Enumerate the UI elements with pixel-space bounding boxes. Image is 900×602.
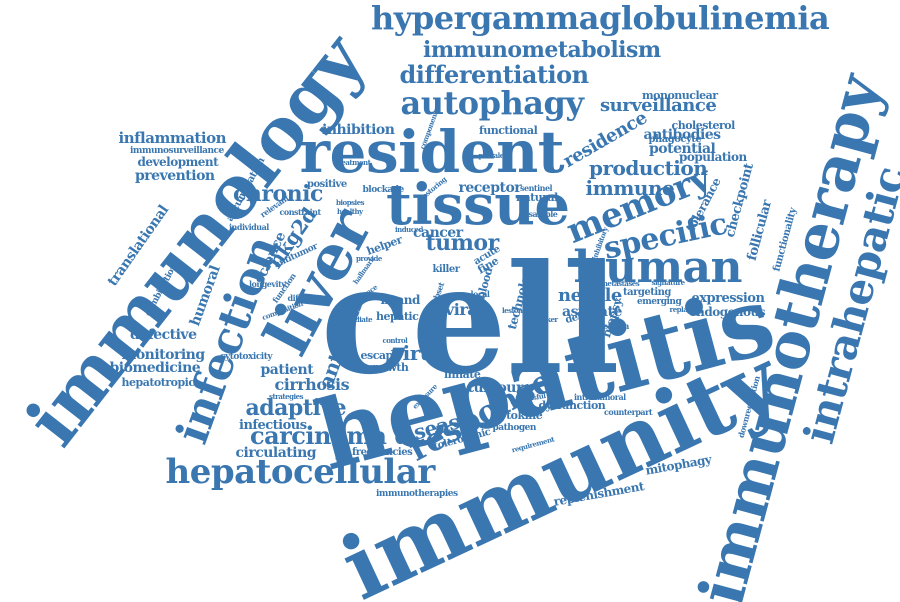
cloud-word-population: population — [679, 150, 747, 164]
cloud-word-hypergammaglobulinemia: hypergammaglobulinemia — [371, 0, 830, 37]
cloud-word-mononuclear: mononuclear — [642, 88, 718, 102]
cloud-word-killer: killer — [432, 264, 460, 275]
cloud-word-treatment: treatment — [335, 157, 371, 167]
cloud-word-viral: viral — [445, 300, 483, 319]
cloud-word-natural: natural — [516, 190, 558, 204]
cloud-word-patient: patient — [260, 362, 314, 378]
cloud-word-tumour: tumour — [467, 380, 524, 396]
cloud-word-control: control — [382, 335, 408, 345]
cloud-word-production: production — [589, 156, 708, 180]
cloud-word-checkpoint: checkpoint — [722, 161, 757, 239]
cloud-word-adaptive: adaptive — [245, 395, 347, 421]
cloud-word-provide: provide — [356, 253, 382, 263]
cloud-word-hepatocellular: hepatocellular — [165, 452, 436, 492]
cloud-word-local: local — [470, 289, 490, 299]
cloud-word-autophagy: autophagy — [400, 84, 584, 122]
cloud-word-development: development — [137, 155, 219, 169]
cloud-word-blockade: blockade — [362, 184, 405, 195]
cloud-word-endogenous: endogenous — [689, 305, 766, 319]
cloud-word-circulating: circulating — [235, 445, 317, 461]
cloud-word-aspirate: aspirate — [562, 304, 622, 320]
cloud-word-biopsies: biopsies — [336, 197, 365, 207]
cloud-word-immune: immune — [585, 176, 675, 200]
cloud-word-cytokine: cytokine — [494, 408, 543, 422]
cloud-word-infectious: infectious — [239, 417, 307, 433]
cloud-word-human: human — [573, 242, 743, 293]
cloud-word-immunosurveillance: immunosurveillance — [130, 145, 224, 156]
cloud-word-follicular: follicular — [744, 198, 776, 262]
cloud-word-carcinoma: carcinoma — [250, 421, 387, 450]
cloud-word-needle: needle — [558, 285, 622, 306]
cloud-word-virus: virus — [391, 341, 446, 365]
cloud-word-sample: sample — [528, 209, 558, 219]
cloud-word-prevention: prevention — [135, 168, 215, 184]
cloud-word-escape: escape — [360, 348, 400, 362]
cloud-word-retention: retention — [591, 321, 630, 331]
cloud-word-immunotherapies: immunotherapies — [376, 488, 458, 499]
cloud-word-inflammation: inflammation — [118, 128, 227, 147]
cloud-word-longevity: longevity — [249, 279, 286, 289]
cloud-word-differentiation: differentiation — [399, 60, 590, 89]
cloud-word-cytotoxicity: cytotoxicity — [220, 351, 273, 362]
cloud-word-potential: potential — [649, 141, 716, 157]
cloud-word-expression: expression — [691, 290, 765, 306]
cloud-word-resident: resident — [299, 118, 565, 186]
cloud-word-tumor: tumor — [425, 230, 500, 256]
cloud-word-antibodies: antibodies — [643, 127, 722, 143]
cloud-word-receptor: receptor — [458, 180, 522, 196]
cloud-word-defective: defective — [130, 327, 197, 343]
cloud-word-strategies: strategies — [269, 391, 304, 401]
cloud-word-individual: individual — [229, 222, 269, 232]
cloud-word-hepatic: hepatic — [376, 309, 419, 323]
cloud-word-tissue: tissue — [386, 172, 570, 238]
cloud-word-immunometabolism: immunometabolism — [423, 37, 661, 63]
cloud-word-positive: positive — [307, 179, 347, 190]
cloud-word-pathogen: pathogen — [492, 422, 537, 433]
cloud-word-global: global — [419, 321, 442, 331]
cloud-word-chronic: chronic — [233, 181, 323, 207]
cloud-word-dysfunction: dysfunction — [538, 398, 606, 412]
cloud-word-induced: induced — [395, 224, 423, 234]
cloud-word-different: different — [287, 293, 323, 303]
cloud-word-surveillance: surveillance — [600, 95, 717, 116]
cloud-word-metastases: metastases — [600, 278, 640, 288]
cloud-word-prevalent: prevalent — [478, 150, 512, 160]
cloud-word-innate: innate — [444, 367, 481, 381]
cloud-word-growth: growth — [368, 360, 409, 374]
cloud-word-cancer: cancer — [413, 225, 463, 241]
cloud-word-constraint: constraint — [279, 207, 322, 217]
cloud-word-sentinel: sentinel — [520, 183, 553, 193]
cloud-word-healthy: healthy — [337, 206, 363, 216]
cloud-word-frequencies: frequencies — [352, 447, 413, 458]
cloud-word-marker: marker — [532, 314, 558, 324]
cloud-word-emerging: emerging — [637, 296, 682, 307]
cloud-word-lesion: lesion — [502, 305, 523, 315]
cloud-word-phagocyte: phagocyte — [648, 134, 702, 145]
cloud-word-hepatotropic: hepatotropic — [121, 375, 196, 389]
cloud-word-cirrhosis: cirrhosis — [274, 375, 350, 394]
cloud-word-cholesterol: cholesterol — [671, 118, 736, 132]
cloud-word-ligand: ligand — [380, 293, 421, 307]
cloud-word-intratumoral: intratumoral — [574, 392, 626, 402]
cloud-word-counterpart: counterpart — [604, 407, 653, 417]
cloud-word-biomedicine: biomedicine — [109, 360, 201, 376]
cloud-word-inhibition: inhibition — [322, 122, 395, 138]
cloud-word-functional: functional — [479, 123, 538, 137]
cloud-word-signature: signature — [651, 277, 686, 287]
cloud-word-targeting: targeting — [623, 287, 671, 298]
cloud-word-monitoring: monitoring — [121, 347, 206, 363]
cloud-word-replacing: replacing — [669, 304, 703, 314]
cloud-word-cell: cell — [320, 232, 620, 408]
cloud-word-mediate: mediate — [344, 314, 373, 324]
